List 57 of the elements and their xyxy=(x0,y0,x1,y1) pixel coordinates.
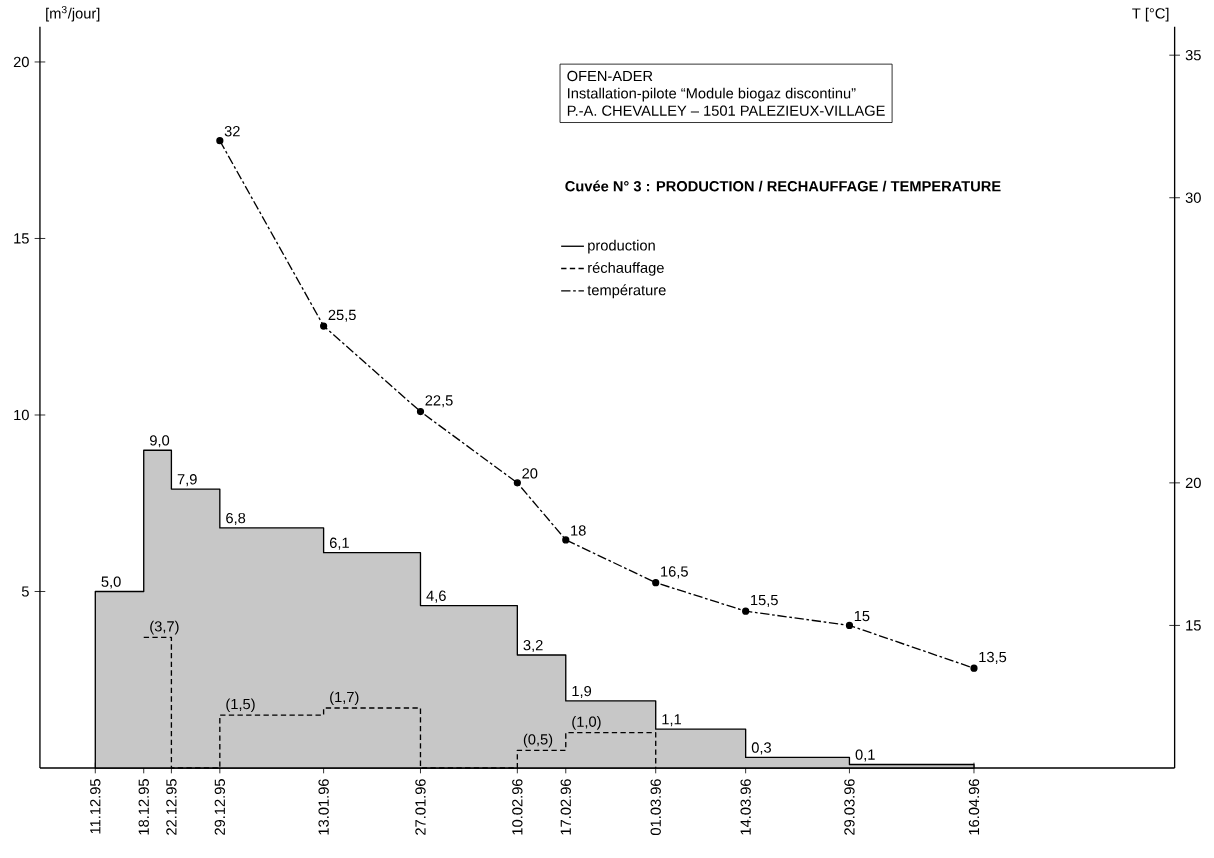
annotation: Installation-pilote “Module biogaz discontinu” xyxy=(568,87,856,102)
data-label: 1,9 xyxy=(572,685,592,698)
data-label: 20 xyxy=(522,468,538,479)
x-tick-label: 29.12.95 xyxy=(214,779,226,835)
x-tick-label: 16.04.96 xyxy=(968,779,980,835)
x-tick-label: 11.12.95 xyxy=(90,779,101,834)
y-tick-label: 5 xyxy=(21,586,29,597)
legend-label: production xyxy=(588,239,655,254)
legend-label: température xyxy=(587,284,666,299)
y-axis-title: [m$^{3}$/jour] xyxy=(46,5,100,22)
data-label: 6,1 xyxy=(329,537,349,550)
x-tick-label: 10.02.96 xyxy=(512,779,523,835)
annotation: OFEN-ADER xyxy=(567,70,653,82)
y-tick-label: 20 xyxy=(13,56,29,68)
x-tick-label: 29.03.96 xyxy=(844,779,855,835)
y2-tick-label: 35 xyxy=(1185,50,1201,61)
data-label: 6,8 xyxy=(226,512,246,526)
data-label: (1,7) xyxy=(330,691,359,706)
legend-label: réchauffage xyxy=(588,262,664,276)
data-label: (0,5) xyxy=(523,733,553,748)
point xyxy=(320,322,328,330)
annotation: P.-A. CHEVALLEY – 1501 PALEZIEUX-VILLAGE xyxy=(567,105,885,116)
point xyxy=(216,137,224,145)
data-label: 15,5 xyxy=(751,594,778,607)
y-tick-label: 15 xyxy=(14,233,29,244)
data-label: (1,5) xyxy=(226,698,255,713)
data-label: 13,5 xyxy=(979,651,1007,664)
y2-tick-label: 30 xyxy=(1185,192,1201,203)
point xyxy=(416,407,425,416)
data-label: (3,7) xyxy=(150,620,179,635)
data-label: 18 xyxy=(571,525,586,536)
data-label: 32 xyxy=(224,126,240,137)
data-label: 4,6 xyxy=(426,590,446,603)
data-label: 16,5 xyxy=(661,566,688,579)
data-label: 1,1 xyxy=(662,714,681,727)
data-label: 0,3 xyxy=(751,742,771,755)
data-label: 3,2 xyxy=(523,640,543,653)
x-tick-label: 01.03.96 xyxy=(650,779,661,836)
data-label: 22,5 xyxy=(425,395,453,408)
y2-tick-label: 15 xyxy=(1186,620,1201,631)
data-label: 25,5 xyxy=(328,309,356,322)
data-label: 9,0 xyxy=(150,435,170,448)
x-tick-label: 22.12.95 xyxy=(166,779,177,835)
x-tick-label: 14.03.96 xyxy=(740,779,751,835)
data-label: 7,9 xyxy=(177,474,197,487)
y2-axis-title: T [°C] xyxy=(1132,7,1169,22)
x-tick-label: 18.12.95 xyxy=(138,779,149,835)
x-tick-label: 13.01.96 xyxy=(318,779,329,835)
data-label: 15 xyxy=(854,610,870,622)
y-tick-label: 10 xyxy=(14,409,29,421)
x-tick-label: 17.02.96 xyxy=(560,779,571,835)
y2-tick-label: 20 xyxy=(1185,477,1201,489)
data-label: (1,0) xyxy=(572,716,601,730)
x-tick-label: 27.01.96 xyxy=(415,779,426,835)
text: Cuvée N° 3 : PRODUCTION / RECHAUFFAGE / TEMPERATURE xyxy=(565,180,1001,192)
data-label: 5,0 xyxy=(101,576,121,589)
data-label: 0,1 xyxy=(855,749,875,762)
